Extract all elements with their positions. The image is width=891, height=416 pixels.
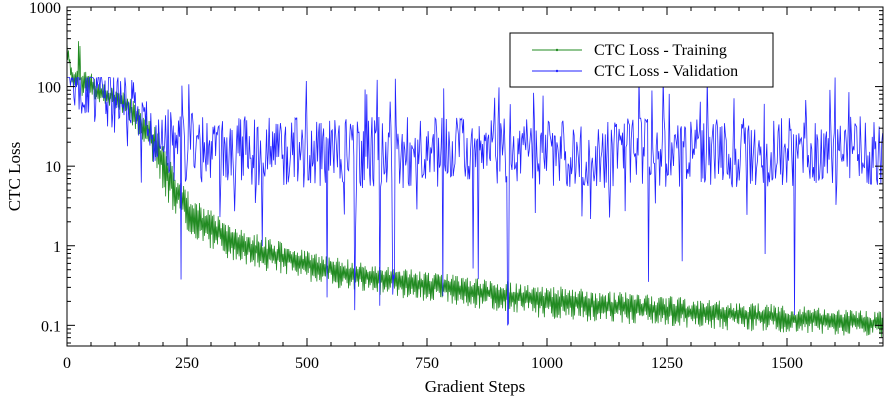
series-line-validation [67,77,883,326]
y-axis-title: CTC Loss [5,142,24,211]
axis-ticks [66,6,883,346]
y-tick-label: 100 [37,80,61,97]
y-tick-label: 1 [53,239,61,256]
x-tick-label: 250 [175,355,199,372]
legend-marker [555,69,559,73]
legend-label: CTC Loss - Validation [594,63,738,80]
x-tick-label: 1500 [771,355,803,372]
y-tick-label: 10 [45,159,61,176]
legend: CTC Loss - Training CTC Loss - Validation [509,32,774,88]
legend-items: CTC Loss - Training CTC Loss - Validation [532,42,738,80]
legend-box [509,32,774,88]
y-tick-label: 1000 [29,0,61,17]
tick-labels: 0 250 500 750 1000 1250 1500 0.1 1 10 100 1000 [29,0,803,372]
x-tick-label: 1250 [651,355,683,372]
legend-marker [555,48,559,52]
series-layer [67,41,883,337]
series-line-training [67,41,883,337]
legend-label: CTC Loss - Training [594,42,727,59]
x-tick-label: 500 [295,355,319,372]
x-tick-label: 0 [63,355,71,372]
x-tick-label: 750 [415,355,439,372]
y-tick-label: 0.1 [41,318,61,335]
x-axis-title: Gradient Steps [425,377,526,396]
x-tick-label: 1000 [531,355,563,372]
